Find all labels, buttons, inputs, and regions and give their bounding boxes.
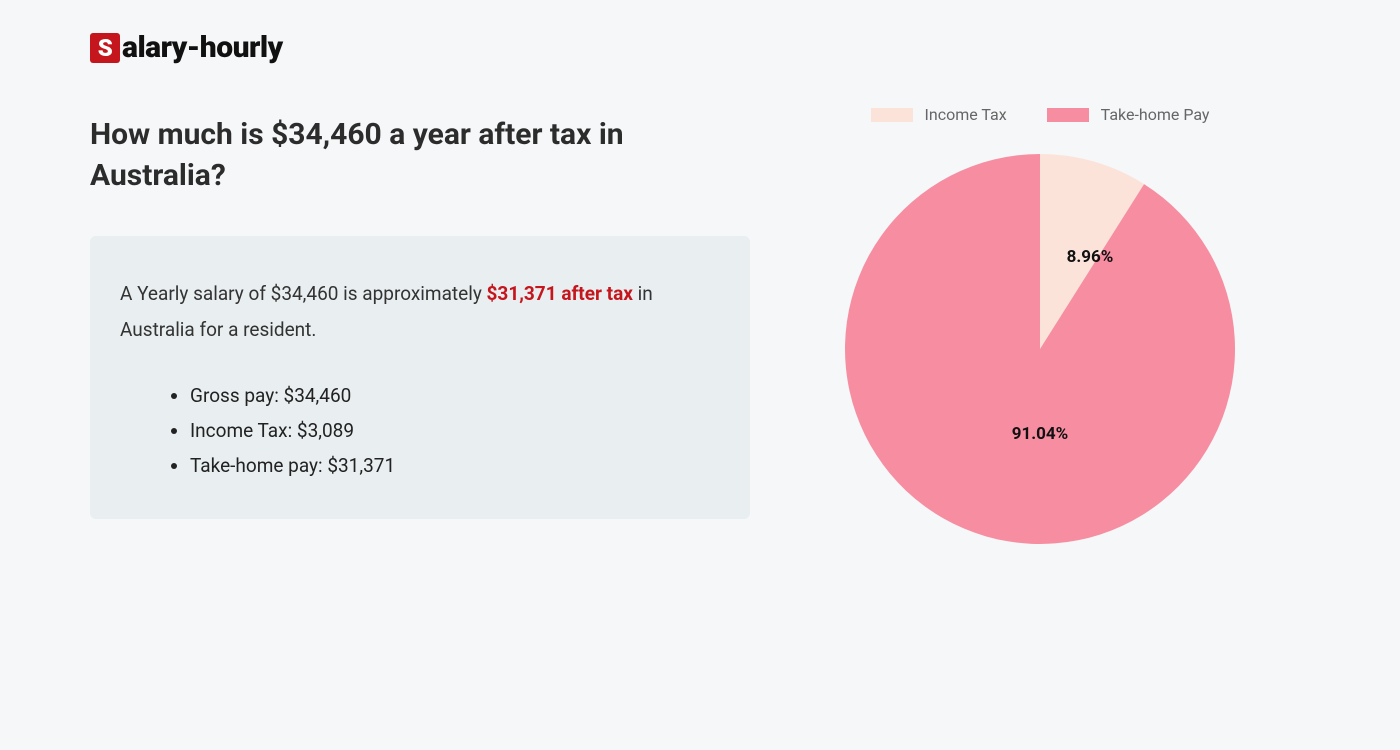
list-item: Gross pay: $34,460 <box>190 378 720 413</box>
legend-item-income-tax: Income Tax <box>871 105 1007 124</box>
slice-label-income-tax: 8.96% <box>1067 247 1114 267</box>
summary-prefix: A Yearly salary of $34,460 is approximat… <box>120 282 487 305</box>
pie-svg <box>840 149 1240 549</box>
legend-swatch <box>1047 108 1089 122</box>
left-column: How much is $34,460 a year after tax in … <box>90 115 750 549</box>
list-item: Income Tax: $3,089 <box>190 413 720 448</box>
page-heading: How much is $34,460 a year after tax in … <box>90 115 750 196</box>
chart-legend: Income Tax Take-home Pay <box>830 105 1250 124</box>
legend-label: Income Tax <box>925 105 1007 124</box>
chart-column: Income Tax Take-home Pay 8.96% 91.04% <box>830 115 1250 549</box>
list-item: Take-home pay: $31,371 <box>190 448 720 483</box>
legend-label: Take-home Pay <box>1101 105 1210 124</box>
summary-highlight: $31,371 after tax <box>487 282 633 305</box>
slice-label-take-home: 91.04% <box>1012 424 1069 444</box>
breakdown-list: Gross pay: $34,460 Income Tax: $3,089 Ta… <box>120 378 720 483</box>
legend-swatch <box>871 108 913 122</box>
logo-badge: S <box>90 33 120 63</box>
logo-text: alary-hourly <box>122 30 283 65</box>
legend-item-take-home: Take-home Pay <box>1047 105 1210 124</box>
site-logo: Salary-hourly <box>90 30 1310 65</box>
main-content: How much is $34,460 a year after tax in … <box>90 115 1310 549</box>
summary-box: A Yearly salary of $34,460 is approximat… <box>90 236 750 519</box>
pie-chart: 8.96% 91.04% <box>840 149 1240 549</box>
summary-text: A Yearly salary of $34,460 is approximat… <box>120 276 720 348</box>
